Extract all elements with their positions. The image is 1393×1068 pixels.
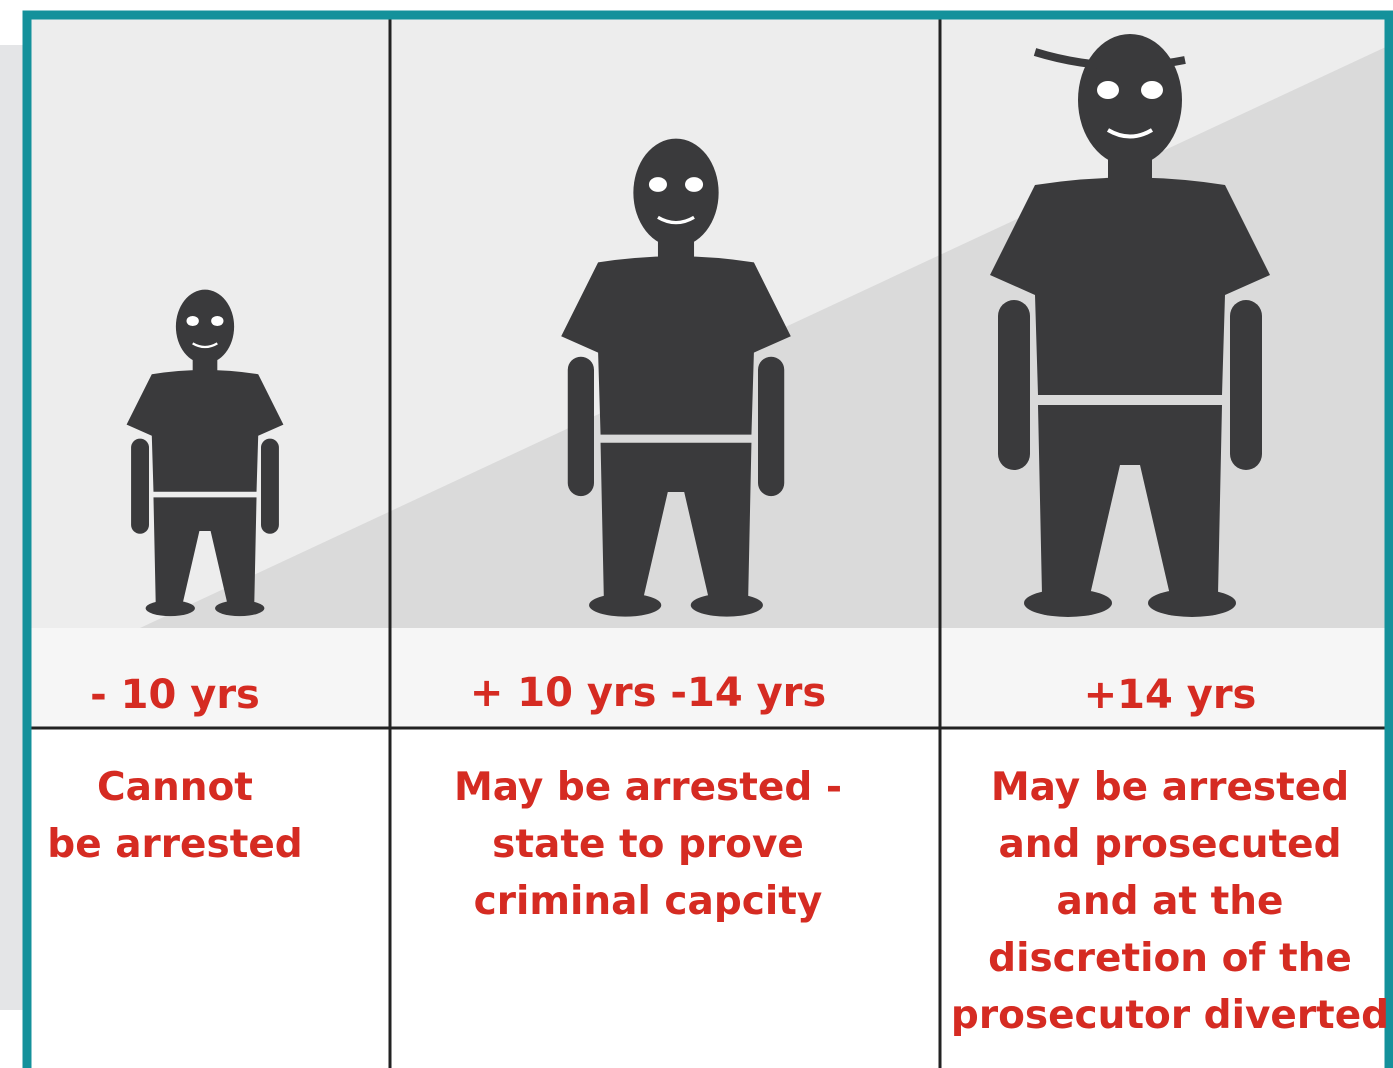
description-line: Cannot [97, 765, 253, 810]
description-line: prosecutor diverted [951, 993, 1389, 1038]
description-line: and prosecuted [998, 822, 1341, 867]
description-line: state to prove [492, 822, 804, 867]
description-line: May be arrested [991, 765, 1349, 810]
description-line: be arrested [47, 822, 302, 867]
description-line: discretion of the [988, 936, 1352, 981]
infographic: - 10 yrs + 10 yrs -14 yrs +14 yrs Cannot… [0, 0, 1393, 1068]
description-line: criminal capcity [474, 879, 823, 924]
age-label: +14 yrs [1084, 672, 1257, 718]
description-line: May be arrested - [454, 765, 842, 810]
description-line: and at the [1057, 879, 1284, 924]
age-label: - 10 yrs [90, 672, 260, 718]
page: {"columns": [ {"age": "- 10 yrs", "descr… [0, 0, 1393, 1068]
age-label: + 10 yrs -14 yrs [470, 670, 826, 716]
